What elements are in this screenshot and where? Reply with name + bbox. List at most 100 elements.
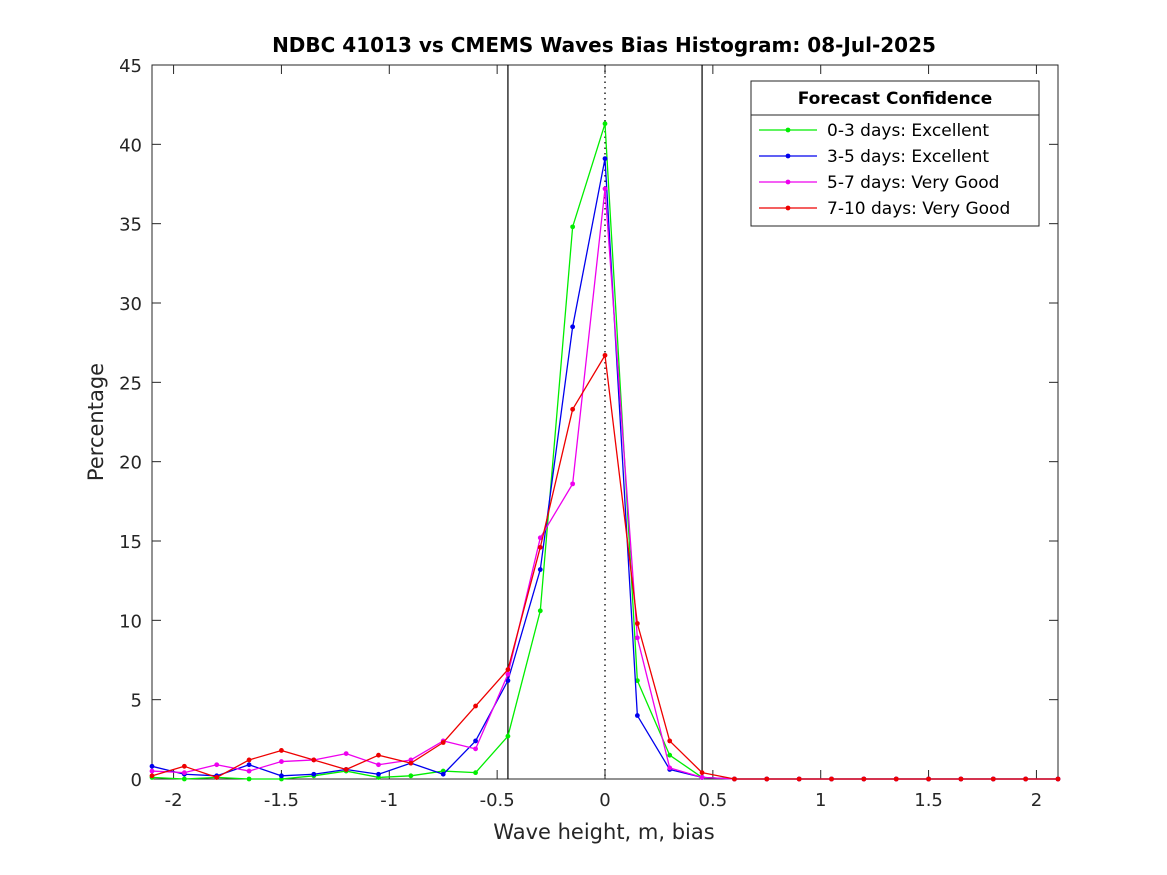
y-tick-label: 15 [119,532,142,553]
legend-swatch-marker [785,179,791,185]
y-axis-label: Percentage [84,363,108,481]
series-2-point [376,762,381,768]
series-1-point [376,771,381,777]
legend-swatch-marker [785,127,791,133]
y-tick-label: 45 [119,56,142,77]
x-tick-label: 1 [815,790,826,811]
legend-box [750,80,1040,227]
series-2-point [181,770,187,776]
series-2-point [246,768,252,774]
series-3-point [893,776,899,782]
x-tick-label: 1.5 [914,790,943,811]
series-3-point [699,770,705,776]
series-3-point [732,776,737,782]
x-tick-label: -1 [380,790,398,811]
series-0-point [537,608,543,614]
series-3-point [505,667,511,672]
series-3-point [764,776,770,782]
series-0-point [634,678,640,684]
series-3-point [634,621,640,626]
series-3-point [829,776,834,782]
series-3-point [311,757,317,763]
series-3-point [246,757,252,763]
series-1-point [537,567,543,572]
series-3-point [343,767,349,772]
x-tick-label: -2 [165,790,183,811]
series-3-point [958,776,964,782]
series-2-point [699,775,705,780]
series-2-point [667,765,673,771]
series-2-point [214,762,220,768]
y-tick-label: 40 [119,135,142,156]
series-3-point [473,703,478,709]
series-3-point [1055,776,1061,782]
series-1-point [505,678,511,684]
series-3-point [440,740,446,745]
x-tick-label: 0.5 [699,790,728,811]
y-tick-label: 35 [119,215,142,236]
y-tick-label: 25 [119,373,142,394]
series-3-point [570,406,576,412]
series-3-point [149,773,155,779]
y-tick-label: 0 [131,770,142,791]
series-1-point [570,324,576,330]
series-2-point [505,671,511,677]
series-0-point [473,770,478,776]
series-2-point [634,635,640,641]
series-0-point [246,776,252,782]
series-0-point [505,733,511,739]
series-3-point [861,776,867,782]
legend-entry: 3-5 days: Excellent [827,147,989,167]
legend-entry: 5-7 days: Very Good [827,173,999,193]
series-3-point [796,776,802,782]
x-axis-label: Wave height, m, bias [493,820,714,844]
series-1-point [149,763,155,769]
series-3-point [602,352,608,358]
series-2-point [570,481,576,487]
series-0-point [570,224,576,230]
y-tick-label: 20 [119,453,142,474]
series-3-point [537,544,543,550]
series-3-point [214,775,220,780]
legend: Forecast Confidence 0-3 days: Excellent 3-… [750,80,1040,227]
series-2-point [473,746,478,752]
x-tick-label: -1.5 [264,790,299,811]
legend-entry: 7-10 days: Very Good [827,199,1010,219]
series-3-point [376,752,381,758]
series-2-point [537,535,543,541]
y-tick-label: 10 [119,611,142,632]
series-0-point [602,121,608,127]
series-3-point [667,738,673,744]
series-2-point [149,768,155,774]
series-1-point [246,762,252,768]
series-1-point [602,156,608,162]
series-3-point [181,763,187,769]
series-0-point [667,752,673,758]
series-0-point [408,773,414,779]
series-1-point [473,738,478,744]
series-0-point [181,776,187,782]
series-3-point [1023,776,1029,782]
series-2-point [343,751,349,757]
legend-title: Forecast Confidence [798,89,993,109]
series-1-point [634,713,640,718]
series-1-point [279,773,284,779]
legend-swatch-marker [785,205,791,211]
series-1-point [440,771,446,777]
series-2-point [602,186,608,192]
chart-title: NDBC 41013 vs CMEMS Waves Bias Histogram… [272,33,936,57]
y-tick-label: 30 [119,294,142,315]
series-1-point [311,771,317,777]
x-tick-label: -0.5 [480,790,515,811]
series-2-point [279,759,284,764]
legend-swatch-marker [785,153,791,159]
series-3-point [926,776,931,782]
series-3-point [990,776,996,782]
y-tick-label: 5 [131,691,142,712]
legend-entry: 0-3 days: Excellent [827,121,989,141]
x-tick-label: 0 [599,790,610,811]
series-3-point [279,748,284,753]
series-3-point [408,760,414,766]
x-tick-label: 2 [1031,790,1042,811]
